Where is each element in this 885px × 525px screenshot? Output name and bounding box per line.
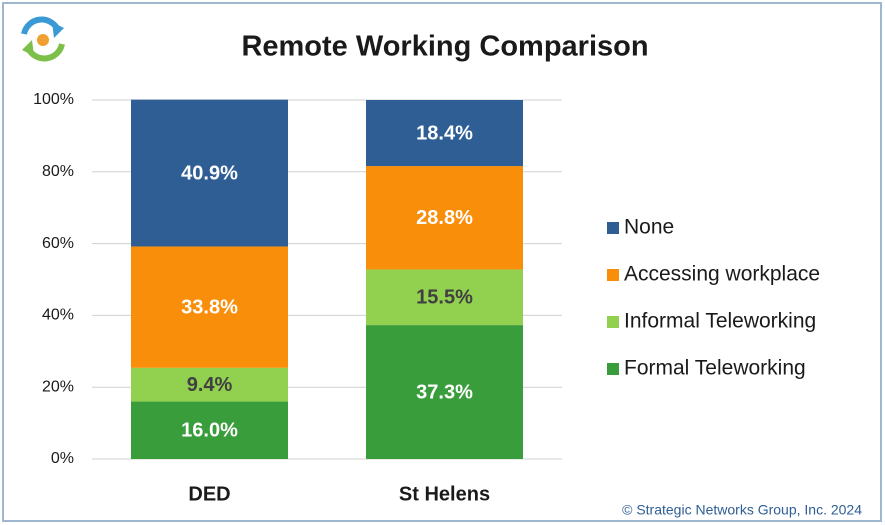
- y-tick-label: 100%: [33, 91, 74, 108]
- legend-swatch: [607, 316, 619, 328]
- bar-segment: [131, 401, 288, 459]
- value-label: 33.8%: [181, 296, 238, 318]
- bar-segment: [131, 99, 288, 247]
- legend-swatch: [607, 363, 619, 375]
- legend-label: Formal Teleworking: [624, 357, 806, 380]
- y-tick-label: 40%: [42, 307, 74, 324]
- x-tick-label: St Helens: [399, 483, 490, 505]
- legend-swatch: [607, 269, 619, 281]
- value-label: 18.4%: [416, 122, 473, 144]
- bar-segment: [131, 246, 288, 368]
- value-label: 15.5%: [416, 287, 473, 309]
- value-label: 40.9%: [181, 162, 238, 184]
- credit: © Strategic Networks Group, Inc. 2024: [622, 502, 862, 518]
- x-tick-label: DED: [188, 483, 230, 505]
- legend-label: Accessing workplace: [624, 263, 820, 286]
- legend-label: Informal Teleworking: [624, 310, 816, 333]
- bar-segment: [366, 325, 523, 459]
- bar-segment: [366, 269, 523, 326]
- value-label: 16.0%: [181, 420, 238, 442]
- y-tick-label: 60%: [42, 235, 74, 252]
- logo: [21, 16, 65, 62]
- value-label: 37.3%: [416, 381, 473, 403]
- chart-title: Remote Working Comparison: [241, 31, 648, 63]
- y-tick-label: 0%: [51, 450, 74, 467]
- y-tick-label: 80%: [42, 163, 74, 180]
- bar-segment: [366, 166, 523, 270]
- bar-segment: [131, 367, 288, 402]
- bar-segment: [366, 100, 523, 167]
- legend-label: None: [624, 216, 674, 239]
- value-label: 28.8%: [416, 207, 473, 229]
- y-tick-label: 20%: [42, 378, 74, 395]
- legend-swatch: [607, 222, 619, 234]
- value-label: 9.4%: [187, 374, 233, 396]
